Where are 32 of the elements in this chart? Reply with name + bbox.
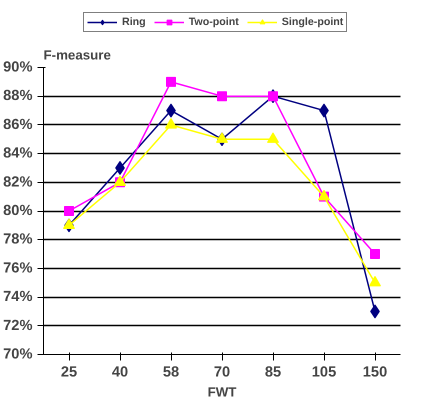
point	[64, 206, 74, 216]
legend-label: Two-point	[188, 16, 239, 28]
y-tick-label: 82%	[3, 174, 33, 190]
y-axis-title: F-measure	[44, 48, 111, 62]
y-tick-label: 70%	[3, 346, 33, 362]
point	[165, 118, 177, 129]
point	[217, 91, 227, 102]
point	[267, 132, 279, 143]
x-axis-title: FWT	[208, 384, 236, 400]
point	[370, 249, 380, 260]
legend-label: Single-point	[282, 16, 344, 28]
y-tick-label: 88%	[3, 88, 33, 104]
x-tick-label: 58	[162, 364, 180, 380]
y-tick-label: 78%	[3, 232, 33, 248]
point	[166, 76, 176, 87]
point	[369, 276, 381, 286]
x-tick-label: 85	[264, 364, 282, 380]
y-tick-label: 90%	[3, 60, 33, 76]
y-tick-label: 80%	[3, 203, 33, 219]
point	[216, 132, 228, 143]
x-tick-label: 25	[60, 364, 78, 380]
x-tick-label: 105	[312, 364, 336, 380]
point	[63, 218, 75, 230]
y-tick-label: 84%	[3, 146, 33, 162]
x-tick-label: 40	[112, 364, 128, 380]
x-tick-label: 70	[214, 364, 230, 380]
y-tick-label: 76%	[3, 260, 33, 276]
y-tick-label: 72%	[3, 318, 33, 334]
y-tick-label: 74%	[3, 289, 33, 306]
legend-label: Ring	[122, 16, 146, 28]
x-tick-label: 150	[362, 364, 388, 380]
y-tick-label: 86%	[3, 116, 33, 133]
